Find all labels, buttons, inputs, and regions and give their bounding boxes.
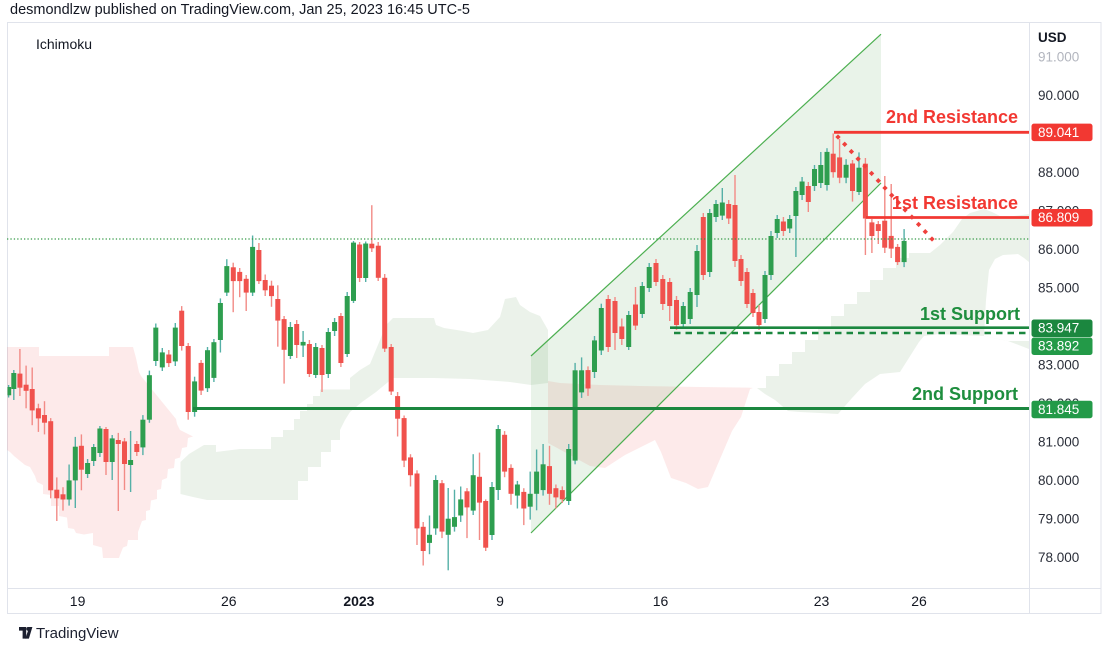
- svg-text:90.000: 90.000: [1038, 88, 1079, 103]
- svg-text:89.041: 89.041: [1038, 125, 1079, 140]
- svg-text:26: 26: [221, 593, 237, 609]
- svg-text:83.892: 83.892: [1038, 339, 1079, 354]
- svg-text:85.000: 85.000: [1038, 281, 1079, 296]
- svg-text:79.000: 79.000: [1038, 512, 1079, 527]
- svg-text:16: 16: [653, 593, 669, 609]
- svg-text:81.000: 81.000: [1038, 435, 1079, 450]
- svg-text:86.809: 86.809: [1038, 210, 1079, 225]
- svg-text:Ichimoku: Ichimoku: [36, 36, 92, 52]
- svg-text:88.000: 88.000: [1038, 165, 1079, 180]
- svg-text:86.000: 86.000: [1038, 242, 1079, 257]
- svg-text:1st Resistance: 1st Resistance: [892, 193, 1018, 213]
- svg-text:9: 9: [496, 593, 504, 609]
- svg-text:USD: USD: [1038, 30, 1067, 45]
- svg-text:2nd Support: 2nd Support: [912, 384, 1018, 404]
- svg-text:2nd Resistance: 2nd Resistance: [886, 107, 1018, 127]
- svg-text:91.000: 91.000: [1038, 50, 1079, 65]
- svg-text:23: 23: [814, 593, 830, 609]
- svg-text:80.000: 80.000: [1038, 473, 1079, 488]
- svg-text:1st Support: 1st Support: [920, 304, 1020, 324]
- svg-text:26: 26: [911, 593, 927, 609]
- svg-text:83.000: 83.000: [1038, 358, 1079, 373]
- svg-text:2023: 2023: [343, 593, 374, 609]
- svg-text:TradingView: TradingView: [36, 625, 119, 642]
- svg-text:19: 19: [70, 593, 86, 609]
- svg-text:78.000: 78.000: [1038, 550, 1079, 565]
- svg-text:83.947: 83.947: [1038, 321, 1079, 336]
- svg-text:81.845: 81.845: [1038, 402, 1079, 417]
